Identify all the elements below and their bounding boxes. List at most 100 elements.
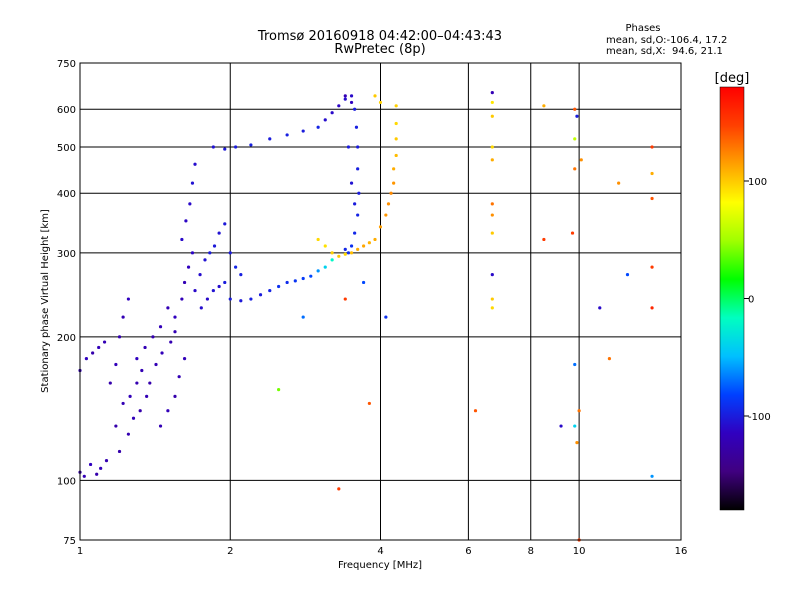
data-point [573, 107, 577, 111]
x-tick-label: 8 [528, 546, 534, 557]
data-point [337, 104, 341, 108]
data-point [367, 241, 371, 245]
y-tick-label: 300 [57, 249, 76, 260]
y-tick-label: 200 [57, 333, 76, 344]
data-point [343, 247, 347, 251]
data-point [258, 293, 263, 297]
data-point [490, 91, 494, 95]
data-point [145, 394, 149, 399]
colorbar-tick-label: -100 [748, 412, 771, 423]
data-point [102, 340, 107, 344]
colorbar-tick-label: 0 [748, 295, 754, 306]
data-point [353, 107, 357, 111]
data-point [301, 129, 305, 133]
data-point [95, 472, 99, 476]
data-point [190, 181, 195, 185]
data-point [343, 97, 347, 101]
data-point [394, 137, 398, 141]
data-point [323, 265, 327, 269]
data-point [490, 158, 494, 162]
data-point [490, 273, 494, 277]
data-point [490, 202, 494, 206]
data-point [121, 401, 125, 406]
chart-title: Tromsø 20160918 04:42:00–04:43:43 [257, 29, 502, 44]
data-point [573, 167, 577, 171]
data-point [143, 345, 147, 350]
data-point [362, 244, 366, 248]
y-tick-label: 600 [57, 105, 76, 116]
data-point [330, 258, 334, 262]
data-point [91, 351, 95, 355]
data-point [166, 306, 170, 310]
y-tick-label: 100 [57, 476, 76, 487]
data-point [173, 330, 177, 334]
data-point [99, 466, 103, 470]
y-tick-label: 750 [57, 59, 76, 70]
data-point [650, 196, 654, 201]
x-tick-labels: 1 2 4 6 8 10 16 [77, 546, 688, 557]
data-point [625, 273, 630, 277]
data-point [97, 345, 101, 350]
data-point [343, 297, 347, 301]
data-point [394, 153, 398, 158]
data-point [182, 280, 187, 285]
data-point [158, 325, 163, 329]
data-point [490, 145, 494, 149]
data-point [330, 111, 334, 115]
data-point [154, 362, 158, 367]
data-point [104, 459, 109, 463]
data-point [337, 487, 341, 491]
y-tick-label: 75 [63, 536, 76, 547]
data-point [330, 251, 334, 255]
data-point [607, 357, 612, 361]
data-point [193, 288, 197, 293]
data-point [650, 145, 654, 149]
data-point [490, 213, 494, 217]
stats-header: Phases [625, 23, 660, 34]
data-point [117, 335, 122, 339]
data-point [346, 145, 351, 149]
data-point [367, 401, 371, 406]
data-point [277, 388, 281, 392]
data-point [140, 368, 144, 373]
data-point [211, 288, 215, 293]
data-point [228, 297, 232, 301]
data-point [138, 409, 142, 413]
data-point [573, 137, 577, 141]
data-point [239, 273, 243, 277]
data-point [490, 297, 494, 301]
data-point [126, 297, 130, 301]
data-point [188, 202, 192, 206]
data-point [373, 94, 377, 98]
data-point [277, 284, 281, 289]
y-tick-label: 500 [57, 143, 76, 154]
data-point [301, 315, 305, 319]
y-tick-label: 400 [57, 189, 76, 200]
data-point [160, 351, 164, 355]
data-point [650, 265, 654, 269]
data-point [217, 231, 221, 235]
data-point [490, 306, 494, 310]
data-point [158, 424, 163, 428]
data-point [349, 94, 354, 98]
data-point [570, 231, 575, 235]
data-point [268, 137, 272, 141]
data-point [617, 181, 621, 185]
data-point [82, 474, 86, 478]
data-point [362, 280, 366, 285]
data-point [114, 362, 118, 367]
data-point [354, 125, 359, 129]
data-point [169, 340, 173, 344]
data-point [173, 315, 177, 319]
data-point [205, 297, 210, 301]
data-point [473, 409, 478, 413]
data-point [356, 213, 360, 217]
data-point [128, 394, 132, 399]
data-point [343, 252, 347, 256]
data-point [268, 288, 272, 293]
data-point [316, 269, 320, 273]
data-point [346, 251, 351, 255]
stats-line-x: mean, sd,X: 94.6, 21.1 [606, 46, 723, 57]
data-point [577, 409, 581, 413]
